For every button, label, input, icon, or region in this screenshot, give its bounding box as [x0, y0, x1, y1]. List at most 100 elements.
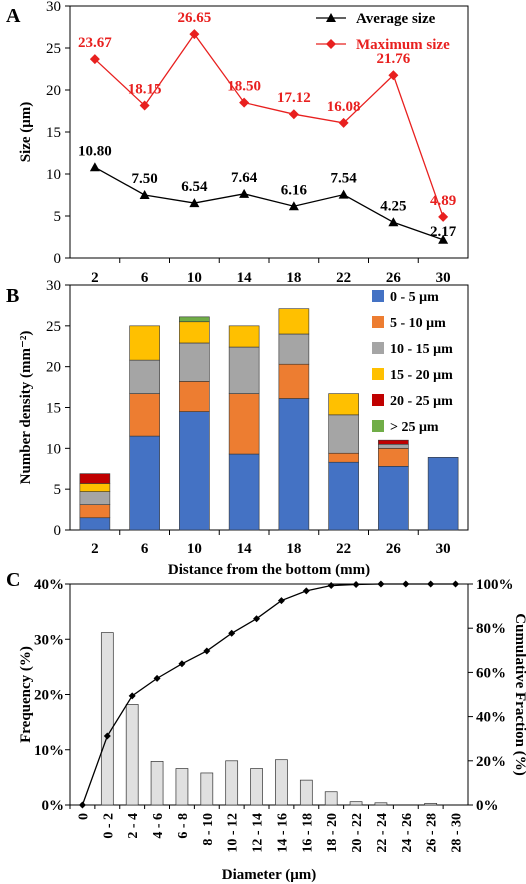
panel-label-c: C	[6, 569, 20, 591]
average-size-point	[438, 234, 449, 244]
bar-segment-b	[129, 325, 160, 361]
cumulative-point	[153, 674, 161, 682]
average-size-label: 7.54	[331, 171, 358, 187]
y-tick-label-a: 0	[54, 251, 62, 267]
legend-swatch-b	[372, 290, 384, 302]
y2-axis-label-c: Cumulative Fraction (%)	[512, 613, 526, 775]
x-tick-label-c: 28 - 30	[450, 813, 465, 853]
bar-segment-b	[328, 452, 359, 463]
legend-label-b: 5 - 10 μm	[390, 316, 446, 331]
maximum-size-label: 26.65	[178, 10, 212, 26]
frequency-bar	[200, 772, 214, 806]
cumulative-point	[402, 580, 410, 588]
legend-label-b: 15 - 20 μm	[390, 368, 453, 383]
frequency-bar	[225, 760, 239, 806]
y-tick-label-c: 0%	[42, 798, 65, 814]
average-size-label: 6.16	[281, 182, 308, 198]
average-size-point	[288, 201, 299, 211]
cumulative-point	[327, 582, 335, 590]
x-tick-label-c: 0	[76, 813, 91, 820]
bar-segment-b	[129, 435, 160, 531]
cumulative-point	[103, 732, 111, 740]
y-tick-label-a: 30	[46, 0, 61, 15]
average-size-point	[89, 162, 100, 172]
bar-segment-b	[79, 491, 111, 505]
x-tick-label-a: 2	[91, 270, 99, 286]
legend-label-b: 10 - 15 μm	[390, 342, 453, 357]
x-tick-label-a: 26	[386, 270, 402, 286]
x-tick-label-c: 24 - 26	[400, 813, 415, 853]
legend-marker-a	[326, 39, 336, 49]
average-size-point	[388, 217, 399, 227]
average-size-label: 6.54	[181, 179, 208, 195]
x-tick-label-c: 14 - 16	[275, 813, 290, 853]
y-tick-label-c: 10%	[34, 743, 64, 759]
bar-segment-b	[378, 443, 409, 449]
x-tick-label-b: 30	[436, 541, 451, 557]
x-tick-label-b: 14	[237, 541, 253, 557]
average-size-point	[239, 188, 250, 198]
y2-tick-label-c: 100%	[476, 577, 514, 593]
frequency-bar	[100, 632, 114, 806]
x-tick-label-c: 18 - 20	[325, 813, 340, 853]
cumulative-point	[427, 580, 435, 588]
bar-segment-b	[179, 342, 210, 382]
x-tick-label-c: 26 - 28	[425, 813, 440, 853]
cumulative-point	[128, 692, 136, 700]
panel-label-a: A	[6, 5, 21, 27]
x-tick-label-c: 12 - 14	[251, 813, 266, 853]
cumulative-point	[277, 597, 285, 605]
frequency-bar	[175, 768, 189, 806]
bar-segment-b	[378, 465, 409, 531]
average-size-label: 10.80	[78, 143, 112, 159]
y2-tick-label-c: 60%	[476, 665, 506, 681]
average-size-label: 7.64	[231, 170, 258, 186]
x-tick-label-c: 6 - 8	[176, 813, 191, 839]
y-tick-label-b: 10	[46, 441, 61, 457]
cumulative-point	[78, 801, 86, 809]
frequency-bar	[324, 791, 338, 806]
bar-segment-b	[79, 473, 111, 484]
x-tick-label-b: 6	[141, 541, 149, 557]
x-tick-label-b: 2	[91, 541, 99, 557]
x-tick-label-a: 22	[336, 270, 351, 286]
bar-segment-b	[328, 414, 359, 454]
legend-swatch-b	[372, 316, 384, 328]
y2-tick-label-c: 40%	[476, 710, 506, 726]
bar-segment-b	[179, 316, 210, 323]
frequency-bar	[349, 801, 363, 806]
frequency-bar	[299, 779, 313, 806]
maximum-size-point	[388, 70, 399, 81]
series-line-maximum	[94, 33, 444, 218]
bar-segment-b	[278, 363, 310, 399]
bar-segment-b	[79, 517, 111, 531]
y-tick-label-a: 5	[54, 209, 62, 225]
maximum-size-label: 18.50	[227, 79, 261, 95]
x-tick-label-b: 22	[336, 541, 351, 557]
bar-segment-b	[278, 398, 310, 531]
legend-swatch-b	[372, 420, 384, 432]
legend-label-a: Maximum size	[356, 37, 450, 53]
y-tick-label-b: 15	[46, 401, 61, 417]
frequency-bar	[424, 802, 438, 806]
y2-tick-label-c: 0%	[476, 798, 499, 814]
cumulative-point	[228, 629, 236, 637]
cumulative-point	[203, 647, 211, 655]
x-tick-label-c: 8 - 10	[201, 813, 216, 846]
legend-label-a: Average size	[356, 11, 436, 27]
legend-label-b: 0 - 5 μm	[390, 290, 439, 305]
x-tick-label-a: 30	[436, 270, 451, 286]
bar-segment-b	[278, 333, 310, 365]
x-axis-label-c: Diameter (μm)	[222, 867, 316, 883]
maximum-size-label: 4.89	[430, 193, 456, 209]
maximum-size-label: 17.12	[277, 90, 311, 106]
frequency-bar	[250, 768, 263, 806]
legend-label-b: > 25 μm	[390, 420, 439, 435]
series-line-average	[94, 166, 444, 241]
bar-segment-b	[79, 483, 111, 492]
bar-segment-b	[228, 393, 260, 455]
average-size-point	[338, 189, 349, 199]
bar-segment-b	[378, 439, 409, 445]
bar-segment-b	[328, 461, 359, 531]
y-tick-label-a: 25	[46, 41, 61, 57]
